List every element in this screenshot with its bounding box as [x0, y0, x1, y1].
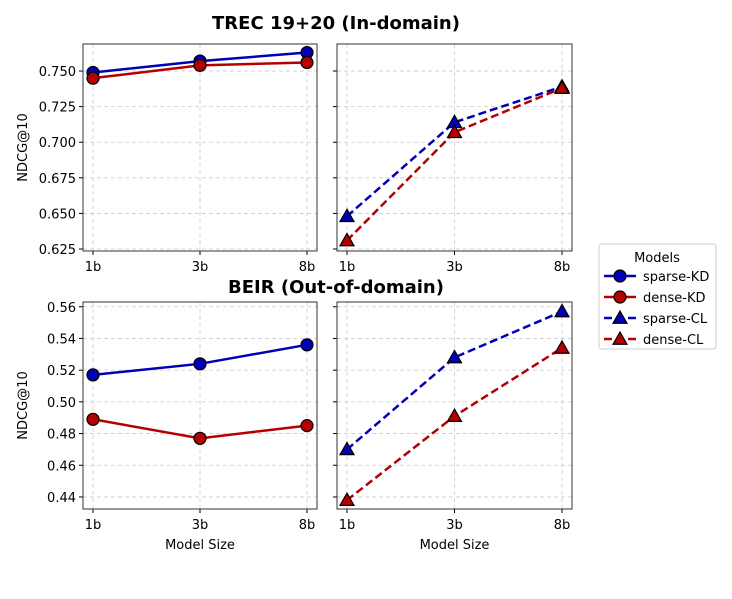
legend-marker: [613, 290, 627, 304]
data-point-dense-KD: [86, 412, 100, 426]
y-tick-label: 0.725: [39, 101, 76, 116]
data-point-dense-KD: [193, 58, 207, 72]
series-line-sparse-CL: [346, 85, 563, 218]
data-point-dense-CL: [446, 124, 463, 139]
data-point-dense-CL: [446, 407, 463, 422]
data-point-sparse-CL: [553, 303, 571, 318]
data-point-sparse-KD: [193, 357, 207, 371]
legend-marker: [611, 330, 629, 345]
x-tick-label: 8b: [299, 260, 316, 275]
x-tick-label: 8b: [554, 260, 571, 275]
data-point-dense-KD: [193, 431, 207, 445]
y-axis-label: NDCG@10: [16, 113, 31, 181]
legend-title: Models: [634, 251, 680, 266]
legend-label: dense-KD: [643, 291, 706, 306]
series-line-sparse-CL: [346, 310, 563, 451]
data-point-dense-CL: [338, 232, 356, 247]
axes-frame: [336, 43, 573, 252]
data-point-dense-CL: [338, 491, 356, 506]
data-point-dense-KD: [300, 55, 314, 70]
y-tick-label: 0.625: [39, 243, 76, 258]
x-tick-label: 3b: [192, 518, 209, 533]
data-point-sparse-CL: [338, 208, 356, 223]
data-point-sparse-KD: [86, 368, 100, 382]
data-point-dense-CL: [553, 339, 571, 354]
data-point-sparse-CL: [338, 441, 356, 456]
legend-box: [598, 243, 717, 350]
series-line-dense-CL: [346, 86, 563, 242]
data-point-dense-KD: [300, 419, 314, 433]
axes-frame: [82, 301, 318, 510]
y-tick-label: 0.650: [39, 207, 76, 222]
y-tick-label: 0.675: [39, 172, 76, 187]
y-tick-label: 0.48: [47, 428, 76, 443]
data-point-dense-CL: [553, 79, 571, 94]
data-point-sparse-CL: [446, 349, 463, 364]
x-tick-label: 1b: [85, 518, 102, 533]
y-tick-label: 0.56: [47, 301, 76, 316]
x-tick-label: 8b: [554, 518, 571, 533]
x-tick-label: 8b: [299, 518, 316, 533]
x-tick-label: 3b: [192, 260, 209, 275]
y-axis-label: NDCG@10: [16, 371, 31, 439]
x-axis-label: Model Size: [420, 538, 490, 553]
axes-frame: [82, 43, 318, 252]
x-tick-label: 1b: [339, 260, 356, 275]
legend-marker: [611, 309, 629, 324]
chart-title: BEIR (Out-of-domain): [228, 277, 444, 298]
x-tick-label: 1b: [85, 260, 102, 275]
chart-title: TREC 19+20 (In-domain): [212, 13, 460, 34]
data-point-sparse-KD: [300, 338, 314, 352]
x-axis-label: Model Size: [165, 538, 235, 553]
y-tick-label: 0.50: [47, 396, 76, 411]
y-tick-label: 0.54: [47, 332, 76, 347]
legend-label: dense-CL: [643, 333, 704, 348]
x-tick-label: 1b: [339, 518, 356, 533]
y-tick-label: 0.46: [47, 459, 76, 474]
axes-frame: [336, 301, 573, 510]
legend-label: sparse-CL: [643, 312, 708, 327]
legend-label: sparse-KD: [643, 270, 709, 285]
y-tick-label: 0.44: [47, 491, 76, 506]
y-tick-label: 0.750: [39, 65, 76, 80]
y-tick-label: 0.52: [47, 364, 76, 379]
x-tick-label: 3b: [446, 260, 463, 275]
data-point-dense-KD: [86, 71, 100, 85]
legend-marker: [613, 269, 627, 283]
x-tick-label: 3b: [446, 518, 463, 533]
y-tick-label: 0.700: [39, 136, 76, 151]
